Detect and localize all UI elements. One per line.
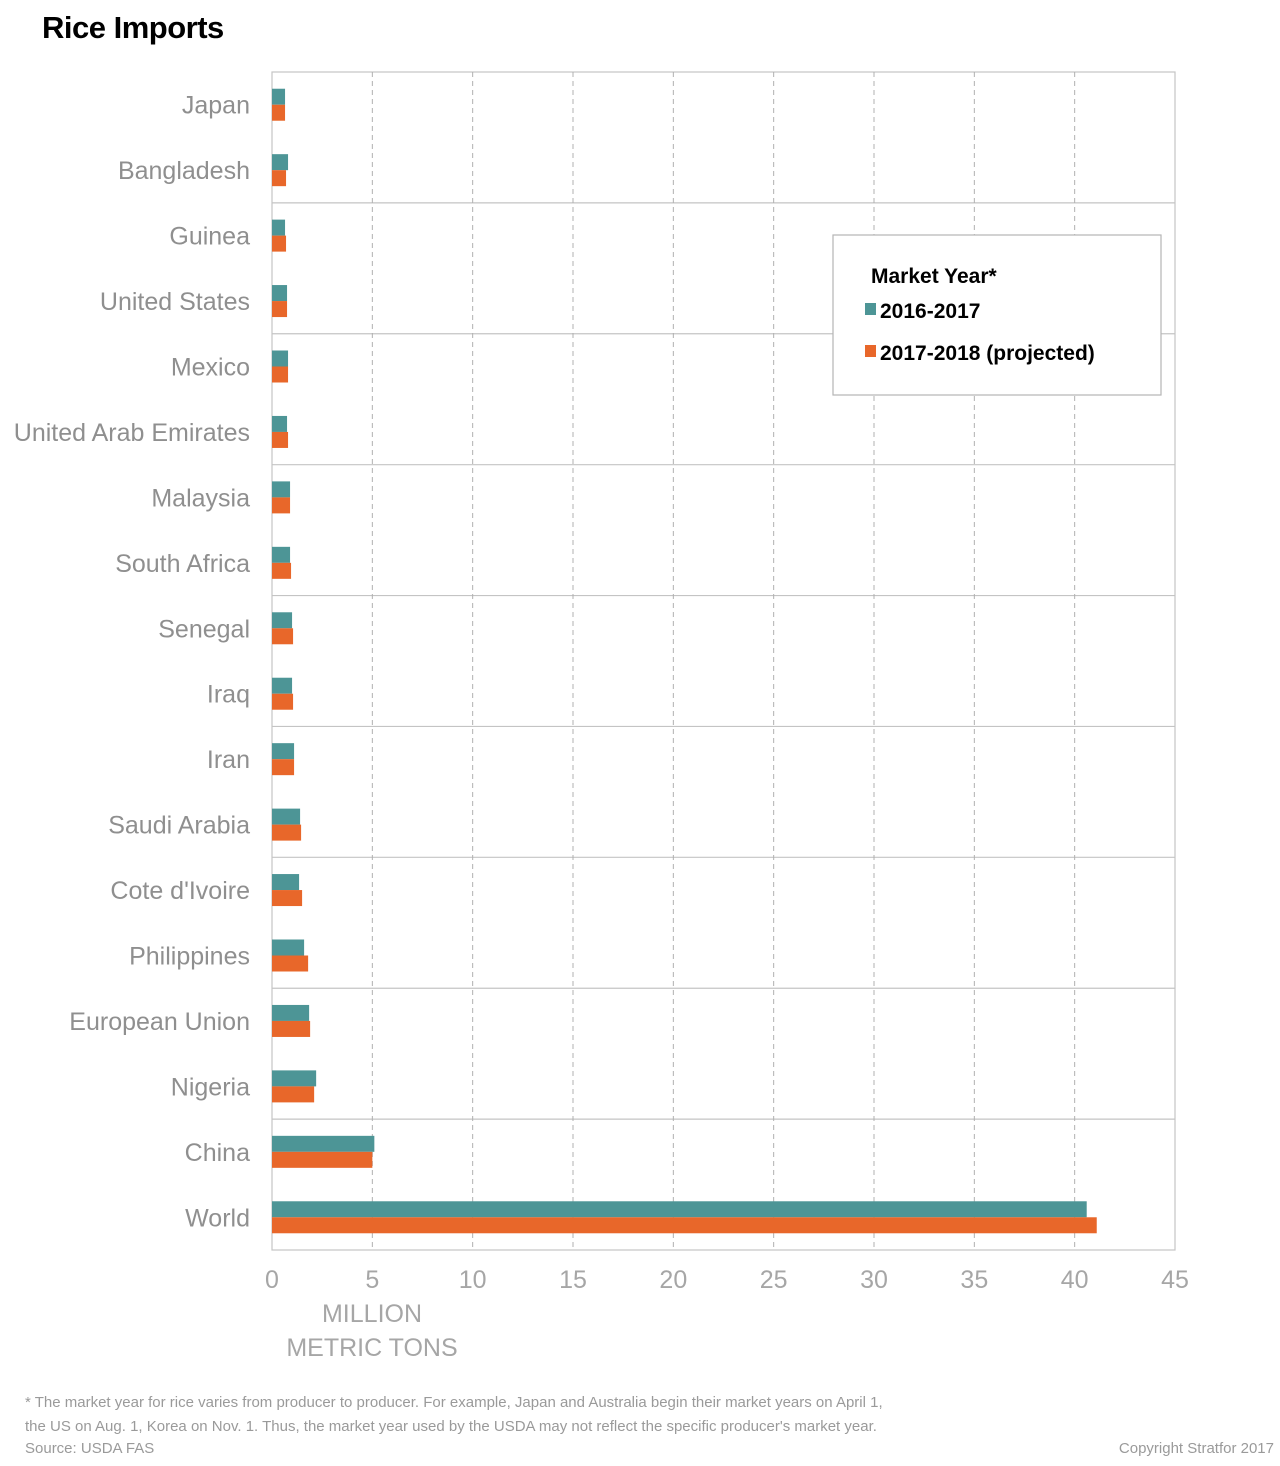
bar-saudi-arabia-2016-2017 xyxy=(272,808,301,825)
x-axis-label-line2: METRIC TONS xyxy=(286,1334,457,1362)
x-tick-label: 40 xyxy=(1061,1266,1089,1294)
bar-united-arab-emirates-2017-2018-projected xyxy=(272,431,289,448)
category-label-bangladesh: Bangladesh xyxy=(118,157,250,185)
bar-iran-2016-2017 xyxy=(272,743,295,760)
category-label-south-africa: South Africa xyxy=(115,550,250,578)
footnote-line-2: the US on Aug. 1, Korea on Nov. 1. Thus,… xyxy=(25,1418,877,1435)
bar-mexico-2016-2017 xyxy=(272,350,289,367)
bar-guinea-2016-2017 xyxy=(272,219,286,236)
category-label-japan: Japan xyxy=(182,92,250,120)
bar-world-2016-2017 xyxy=(272,1201,1087,1218)
category-label-mexico: Mexico xyxy=(171,354,250,382)
bar-malaysia-2017-2018-projected xyxy=(272,497,291,514)
x-tick-label: 20 xyxy=(659,1266,687,1294)
grid-layer xyxy=(271,71,1176,1251)
bar-european-union-2017-2018-projected xyxy=(272,1020,311,1037)
category-label-world: World xyxy=(185,1204,250,1232)
x-tick-label: 25 xyxy=(760,1266,788,1294)
x-tick-label: 10 xyxy=(459,1266,487,1294)
bar-south-africa-2017-2018-projected xyxy=(272,562,292,579)
bar-philippines-2016-2017 xyxy=(272,939,305,956)
legend-box xyxy=(832,234,1162,396)
bar-philippines-2017-2018-projected xyxy=(272,955,309,972)
category-label-guinea: Guinea xyxy=(169,223,250,251)
bar-south-africa-2016-2017 xyxy=(272,546,291,563)
plot-frame xyxy=(271,71,1176,1251)
legend-swatch-2016-2017 xyxy=(865,303,876,315)
legend-title: Market Year* xyxy=(871,265,998,288)
bar-iraq-2017-2018-projected xyxy=(272,693,294,710)
bar-iraq-2016-2017 xyxy=(272,677,293,694)
bar-senegal-2016-2017 xyxy=(272,612,293,629)
labels-layer: Japan Bangladesh Guinea United States Mexico… xyxy=(14,92,250,1233)
legend-swatch-2017-2018 xyxy=(865,345,876,357)
bar-senegal-2017-2018-projected xyxy=(272,628,294,645)
bar-cote-d-ivoire-2016-2017 xyxy=(272,874,300,891)
category-label-united-states: United States xyxy=(100,288,250,316)
bar-guinea-2017-2018-projected xyxy=(272,235,287,252)
bar-nigeria-2017-2018-projected xyxy=(272,1086,315,1103)
x-tick-label: 15 xyxy=(559,1266,587,1294)
bar-china-2017-2018-projected xyxy=(272,1151,373,1168)
ticks-layer: 0 5 10 15 20 25 30 35 40 45 xyxy=(265,1266,1189,1294)
x-axis-label-line1: MILLION xyxy=(322,1300,422,1328)
bar-united-states-2016-2017 xyxy=(272,285,288,302)
category-label-iraq: Iraq xyxy=(207,681,250,709)
x-tick-label: 45 xyxy=(1161,1266,1189,1294)
bar-bangladesh-2016-2017 xyxy=(272,154,289,171)
x-tick-label: 30 xyxy=(860,1266,888,1294)
bar-european-union-2016-2017 xyxy=(272,1004,310,1021)
bar-japan-2017-2018-projected xyxy=(272,104,286,121)
x-tick-label: 0 xyxy=(265,1266,279,1294)
category-label-senegal: Senegal xyxy=(158,615,250,643)
source-note: Source: USDA FAS xyxy=(25,1440,155,1457)
bar-nigeria-2016-2017 xyxy=(272,1070,317,1087)
legend-label-2016-2017: 2016-2017 xyxy=(880,300,980,323)
bar-cote-d-ivoire-2017-2018-projected xyxy=(272,890,303,907)
bars-layer xyxy=(272,88,1097,1234)
bar-united-states-2017-2018-projected xyxy=(272,301,288,318)
category-label-nigeria: Nigeria xyxy=(171,1073,250,1101)
bar-iran-2017-2018-projected xyxy=(272,759,295,776)
category-label-malaysia: Malaysia xyxy=(151,484,250,512)
legend-label-2017-2018: 2017-2018 (projected) xyxy=(880,342,1095,365)
bar-japan-2016-2017 xyxy=(272,88,286,105)
bar-malaysia-2016-2017 xyxy=(272,481,291,498)
category-label-cote-d-ivoire: Cote d'Ivoire xyxy=(110,877,250,905)
category-label-philippines: Philippines xyxy=(129,943,250,971)
bar-bangladesh-2017-2018-projected xyxy=(272,170,287,187)
bar-world-2017-2018-projected xyxy=(272,1217,1097,1234)
bar-saudi-arabia-2017-2018-projected xyxy=(272,824,302,841)
footnote-line-1: * The market year for rice varies from p… xyxy=(25,1394,883,1411)
bar-united-arab-emirates-2016-2017 xyxy=(272,415,288,432)
bar-china-2016-2017 xyxy=(272,1135,375,1152)
legend: Market Year* 2016-2017 2017-2018 (projec… xyxy=(832,234,1162,396)
category-label-iran: Iran xyxy=(207,746,250,774)
copyright: Copyright Stratfor 2017 xyxy=(1118,1440,1274,1457)
category-label-united-arab-emirates: United Arab Emirates xyxy=(14,419,250,447)
bar-mexico-2017-2018-projected xyxy=(272,366,289,383)
x-tick-label: 5 xyxy=(365,1266,379,1294)
chart-title: Rice Imports xyxy=(42,10,224,45)
x-tick-label: 35 xyxy=(960,1266,988,1294)
category-label-saudi-arabia: Saudi Arabia xyxy=(108,812,250,840)
category-label-china: China xyxy=(185,1139,250,1167)
category-label-european-union: European Union xyxy=(69,1008,250,1036)
bar-chart: Japan Bangladesh Guinea United States Mexico… xyxy=(14,71,1189,1362)
